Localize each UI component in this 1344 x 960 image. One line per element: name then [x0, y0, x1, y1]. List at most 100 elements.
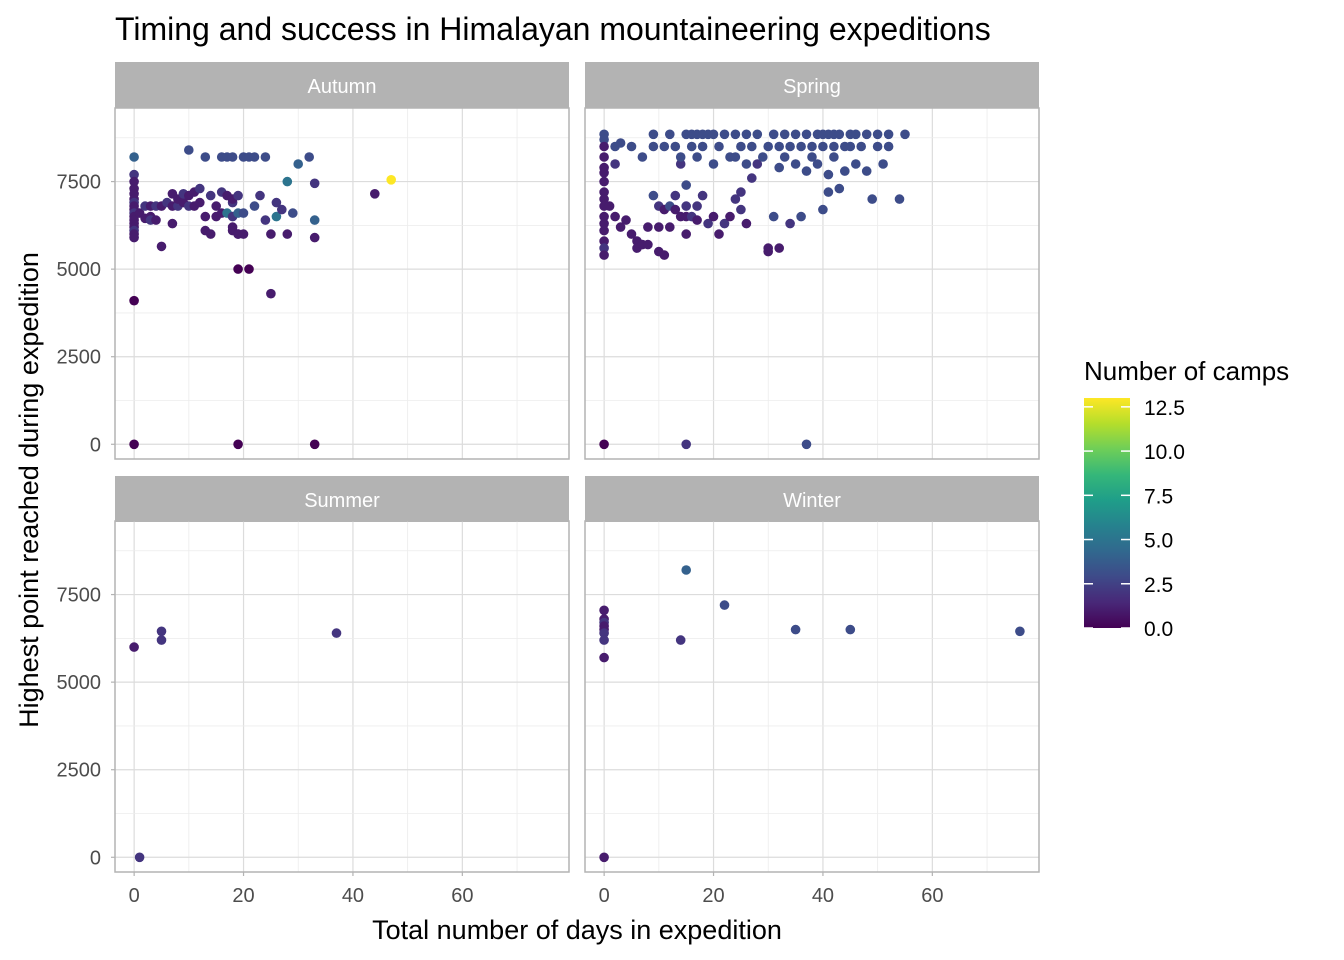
panel-border [114, 107, 570, 460]
data-point [331, 628, 342, 638]
facet-strip [585, 476, 1039, 522]
x-axis-title: Total number of days in expedition [372, 915, 782, 945]
panels: Autumn Spring Summer Winter [114, 62, 1040, 873]
data-point [790, 159, 801, 169]
data-point [621, 215, 631, 225]
data-point [878, 159, 888, 169]
data-point [861, 129, 872, 140]
data-point [725, 211, 735, 222]
colorbar-legend: Number of camps 0.0 2.5 5.0 7.5 10.0 12.5 [1084, 356, 1289, 641]
data-point [708, 211, 719, 222]
data-point [643, 222, 653, 232]
data-point [736, 204, 746, 215]
data-point [692, 215, 702, 225]
data-point [708, 159, 719, 169]
data-point [823, 169, 834, 180]
data-point [238, 229, 249, 239]
data-point [681, 180, 691, 190]
data-point [708, 129, 719, 140]
data-point [205, 190, 216, 201]
data-point [714, 141, 724, 152]
data-point [779, 152, 790, 162]
data-point [681, 565, 691, 575]
y-tick-label: 5000 [57, 672, 102, 694]
data-point [309, 232, 320, 243]
colorbar-ticks: 0.0 2.5 5.0 7.5 10.0 12.5 [1084, 397, 1185, 641]
data-point [244, 264, 254, 274]
data-point [249, 201, 260, 211]
data-point [129, 169, 139, 180]
data-point [599, 652, 609, 663]
facet-label: Winter [783, 490, 841, 512]
data-point [659, 141, 670, 152]
x-tick-label: 20 [702, 885, 724, 907]
axes: 0 2500 5000 7500 0 2500 5000 7500 0 20 40 60 0 20 40 60 [57, 172, 944, 907]
gridlines [115, 521, 569, 872]
data-point [894, 194, 905, 204]
y-tick-label: 2500 [57, 760, 102, 782]
data-point [233, 190, 243, 201]
data-point [719, 129, 730, 140]
panel-border [114, 520, 570, 873]
facet-strip [585, 62, 1039, 108]
data-point [719, 218, 730, 229]
x-tick-label: 20 [232, 885, 254, 907]
data-point [801, 439, 812, 450]
colorbar-tick-label: 10.0 [1144, 441, 1185, 464]
x-tick-label: 0 [599, 885, 610, 907]
chart-title: Timing and success in Himalayan mountain… [115, 11, 991, 47]
y-tick-label: 5000 [57, 259, 102, 281]
x-tick-label: 60 [451, 885, 473, 907]
data-point [271, 197, 282, 208]
data-point [599, 236, 609, 246]
data-point [129, 176, 139, 187]
data-point [675, 152, 686, 162]
data-point [829, 141, 839, 152]
data-point [129, 439, 139, 450]
data-point [845, 141, 856, 152]
data-point [648, 141, 659, 152]
data-point [129, 295, 139, 306]
data-point [807, 152, 817, 162]
data-point [238, 208, 249, 218]
colorbar-tick-label: 12.5 [1144, 397, 1185, 420]
data-point [834, 129, 845, 140]
data-point [129, 152, 139, 162]
data-point [829, 152, 839, 162]
data-point [282, 229, 293, 239]
data-point [818, 204, 828, 215]
data-point [604, 201, 615, 211]
data-point [233, 264, 243, 274]
data-point [626, 229, 637, 239]
data-point [768, 129, 779, 140]
data-point [195, 197, 205, 208]
data-point [599, 187, 609, 197]
data-point [785, 141, 795, 152]
data-point [227, 152, 238, 162]
data-point [151, 215, 161, 225]
data-point [785, 218, 795, 229]
facet-strip [115, 62, 569, 108]
data-point [271, 211, 282, 222]
data-point [675, 159, 686, 169]
facet-label: Summer [304, 490, 380, 512]
data-point [129, 232, 139, 243]
data-point [304, 152, 315, 162]
data-point [703, 218, 713, 229]
data-point [156, 241, 167, 252]
data-point [730, 194, 741, 204]
data-point [714, 229, 724, 239]
data-point [309, 178, 320, 189]
x-tick-label: 40 [812, 885, 834, 907]
data-point [654, 222, 664, 232]
data-point [370, 189, 380, 199]
data-point [156, 626, 167, 637]
data-point [266, 229, 276, 239]
data-point [599, 176, 609, 187]
data-point [758, 152, 768, 162]
data-point [200, 211, 211, 222]
data-point [851, 159, 861, 169]
data-point [205, 229, 216, 239]
data-point [763, 141, 773, 152]
